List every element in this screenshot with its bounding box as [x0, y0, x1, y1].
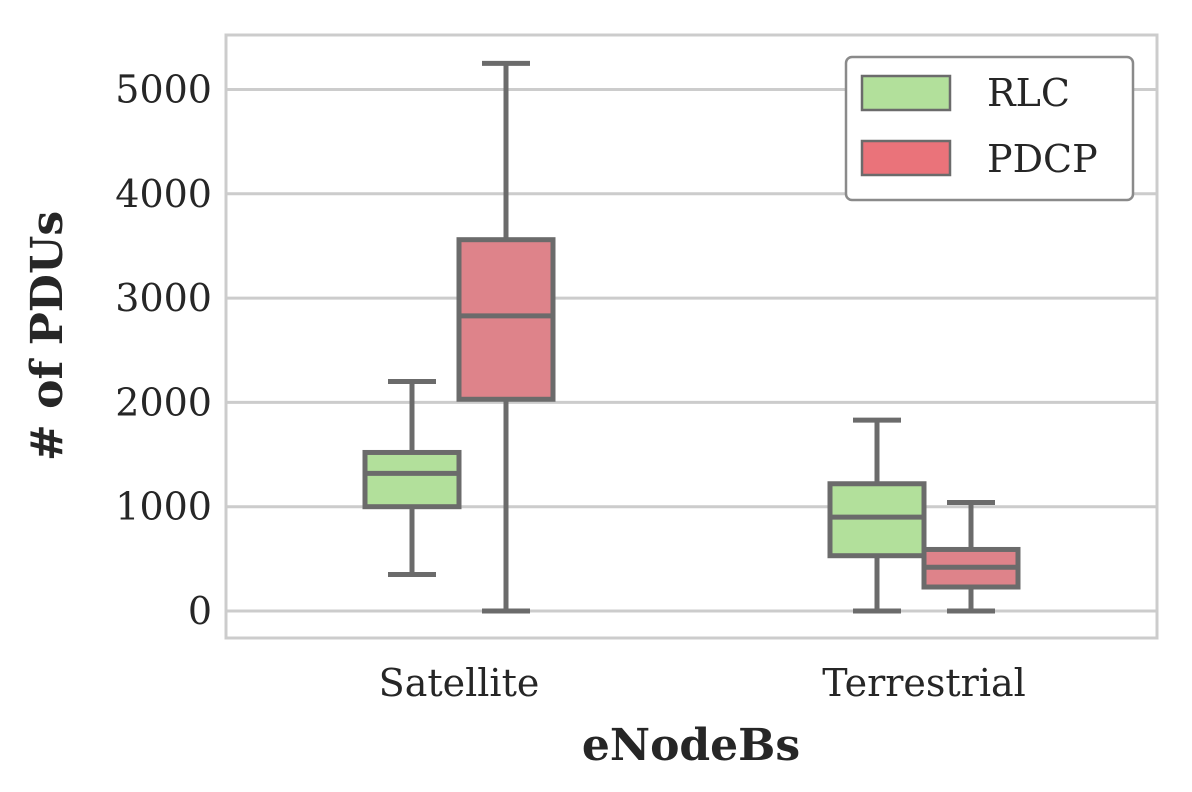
box-rlc-satellite	[362, 379, 462, 577]
iqr-box	[456, 237, 556, 402]
box-pdcp-satellite	[456, 60, 556, 614]
x-tick-label-satellite: Satellite	[379, 661, 540, 705]
y-tick-label: 3000	[115, 276, 212, 320]
y-tick-label: 0	[188, 589, 212, 633]
iqr-box	[362, 449, 462, 510]
y-tick-label: 2000	[115, 380, 212, 424]
y-tick-label: 5000	[115, 68, 212, 112]
box-pdcp-terrestrial	[921, 500, 1021, 614]
y-tick-label: 1000	[115, 485, 212, 529]
legend: RLC PDCP	[844, 55, 1135, 202]
box-rlc-terrestrial	[827, 417, 927, 614]
legend-patch-pdcp	[860, 139, 952, 177]
legend-patch-rlc	[860, 74, 952, 112]
plot-frame	[224, 33, 1159, 640]
legend-label-pdcp: PDCP	[987, 137, 1098, 181]
x-tick-labels: Satellite Terrestrial	[379, 661, 1026, 705]
y-axis-label: # of PDUs	[22, 211, 73, 461]
y-tick-label: 4000	[115, 172, 212, 216]
y-tick-labels: 0 1000 2000 3000 4000 5000	[115, 68, 212, 634]
boxes-layer	[362, 60, 1021, 614]
x-axis-label: eNodeBs	[582, 720, 800, 771]
iqr-box	[827, 481, 927, 559]
legend-label-rlc: RLC	[987, 71, 1070, 115]
x-tick-label-terrestrial: Terrestrial	[822, 661, 1026, 705]
